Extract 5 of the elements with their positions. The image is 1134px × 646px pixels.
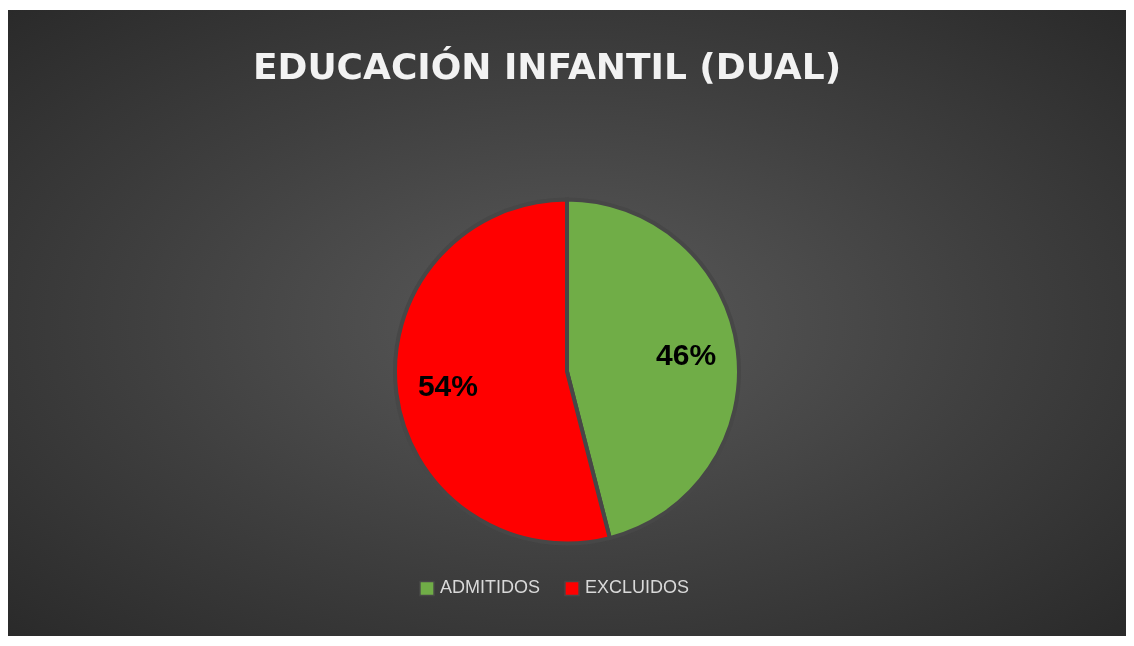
legend-label: ADMITIDOS <box>440 577 541 598</box>
data-label: 54% <box>417 368 478 402</box>
chart-title: EDUCACIÓN INFANTIL (DUAL) <box>252 46 842 87</box>
legend-label: EXCLUIDOS <box>585 577 690 598</box>
data-label: 46% <box>656 338 717 372</box>
